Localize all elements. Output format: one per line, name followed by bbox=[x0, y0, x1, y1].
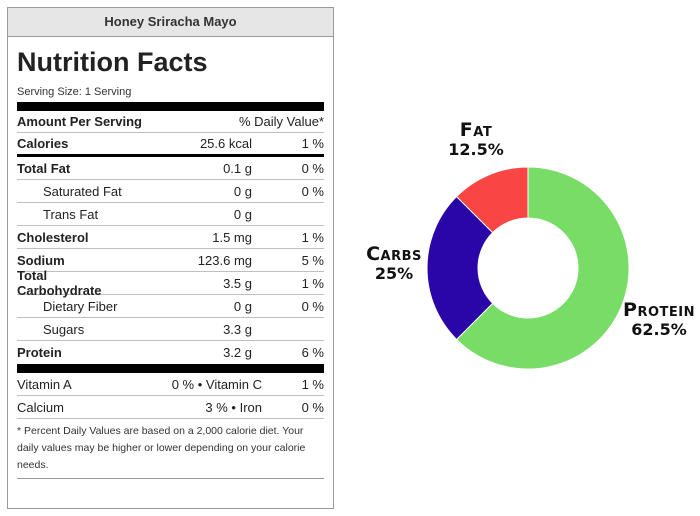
nutrient-dv: 1 % bbox=[301, 229, 324, 245]
nutrient-amount: 3.3 g bbox=[223, 321, 252, 337]
amount-per-serving-label: Amount Per Serving bbox=[17, 114, 142, 129]
vitamin-mid: 0 % • Vitamin C bbox=[171, 376, 262, 392]
nutrient-amount: 3.2 g bbox=[223, 345, 252, 360]
slice-protein bbox=[455, 166, 630, 370]
nutrient-dv: 0 % bbox=[301, 160, 324, 176]
nutrient-row-protein: Protein 3.2 g 6 % bbox=[17, 341, 324, 364]
slice-label-fat: Fat bbox=[459, 119, 493, 141]
nutrition-facts-heading: Nutrition Facts bbox=[17, 47, 208, 77]
vitamin-mid: 3 % • Iron bbox=[205, 399, 262, 415]
nutrient-row-sodium: Sodium 123.6 mg 5 % bbox=[17, 249, 324, 272]
daily-value-footnote: * Percent Daily Values are based on a 2,… bbox=[17, 419, 324, 479]
nutrient-dv: 5 % bbox=[301, 252, 324, 268]
nutrient-name: Cholesterol bbox=[17, 229, 89, 245]
nutrient-amount: 0.1 g bbox=[223, 160, 252, 176]
nutrient-row-saturated-fat: Saturated Fat 0 g 0 % bbox=[17, 180, 324, 203]
slice-value-carbs: 25% bbox=[374, 264, 414, 283]
nutrient-row-calories: Calories 25.6 kcal 1 % bbox=[17, 133, 324, 157]
nutrient-name: Calories bbox=[17, 136, 69, 151]
nutrient-amount: 25.6 kcal bbox=[199, 136, 252, 151]
nutrition-label: Honey Sriracha Mayo Nutrition Facts Serv… bbox=[7, 7, 334, 509]
slice-label-carbs: Carbs bbox=[366, 243, 422, 265]
nutrient-amount: 0 g bbox=[233, 298, 252, 314]
header-row: Amount Per Serving % Daily Value* bbox=[17, 111, 324, 133]
nutrient-amount: 0 g bbox=[233, 183, 252, 199]
slice-fat bbox=[455, 166, 529, 234]
vitamin-row: Vitamin A 0 % • Vitamin C 1 % bbox=[17, 373, 324, 396]
nutrient-amount: 1.5 mg bbox=[212, 229, 252, 245]
nutrient-row-cholesterol: Cholesterol 1.5 mg 1 % bbox=[17, 226, 324, 249]
nutrient-name: Total Fat bbox=[17, 160, 71, 176]
vitamin-right: 0 % bbox=[301, 399, 324, 415]
nutrient-name: Dietary Fiber bbox=[43, 298, 118, 314]
nutrient-dv: 0 % bbox=[301, 183, 324, 199]
nutrient-name: Saturated Fat bbox=[43, 183, 122, 199]
nutrient-amount: 3.5 g bbox=[223, 275, 252, 291]
nutrient-name: Total Carbohydrate bbox=[17, 268, 102, 298]
nutrient-amount: 0 g bbox=[233, 206, 252, 222]
chart-label-fat: Fat 12.5% bbox=[440, 120, 512, 160]
nutrient-dv: 1 % bbox=[301, 136, 324, 151]
macro-donut-chart bbox=[426, 166, 630, 370]
nutrient-amount: 123.6 mg bbox=[197, 252, 252, 268]
nutrient-dv: 0 % bbox=[301, 298, 324, 314]
nutrient-row-total-carbohydrate: Total Carbohydrate 3.5 g 1 % bbox=[17, 268, 324, 298]
divider-thick bbox=[17, 364, 324, 373]
divider-thick bbox=[17, 102, 324, 111]
nutrient-name: Protein bbox=[17, 345, 62, 360]
nutrient-row-trans-fat: Trans Fat 0 g bbox=[17, 203, 324, 226]
slice-value-protein: 62.5% bbox=[631, 320, 687, 339]
vitamin-row: Calcium 3 % • Iron 0 % bbox=[17, 396, 324, 419]
slice-value-fat: 12.5% bbox=[448, 140, 504, 159]
nutrient-name: Sodium bbox=[17, 252, 65, 268]
slice-carbs bbox=[426, 195, 494, 341]
vitamin-right: 1 % bbox=[301, 376, 324, 392]
nutrient-name: Trans Fat bbox=[43, 206, 99, 222]
nutrient-dv: 1 % bbox=[301, 275, 324, 291]
nutrient-name: Sugars bbox=[43, 321, 85, 337]
nutrient-row-dietary-fiber: Dietary Fiber 0 g 0 % bbox=[17, 295, 324, 318]
daily-value-header: % Daily Value* bbox=[238, 114, 324, 129]
chart-label-carbs: Carbs 25% bbox=[360, 244, 428, 284]
serving-size: Serving Size: 1 Serving bbox=[17, 86, 132, 98]
recipe-title: Honey Sriracha Mayo bbox=[8, 8, 333, 37]
nutrient-dv: 6 % bbox=[301, 345, 324, 360]
nutrient-row-sugars: Sugars 3.3 g bbox=[17, 318, 324, 341]
nutrient-row-total-fat: Total Fat 0.1 g 0 % bbox=[17, 157, 324, 180]
vitamin-left: Calcium bbox=[17, 399, 64, 415]
slice-label-protein: Protein bbox=[623, 299, 695, 321]
chart-label-protein: Protein 62.5% bbox=[620, 300, 698, 340]
vitamin-left: Vitamin A bbox=[17, 376, 72, 392]
